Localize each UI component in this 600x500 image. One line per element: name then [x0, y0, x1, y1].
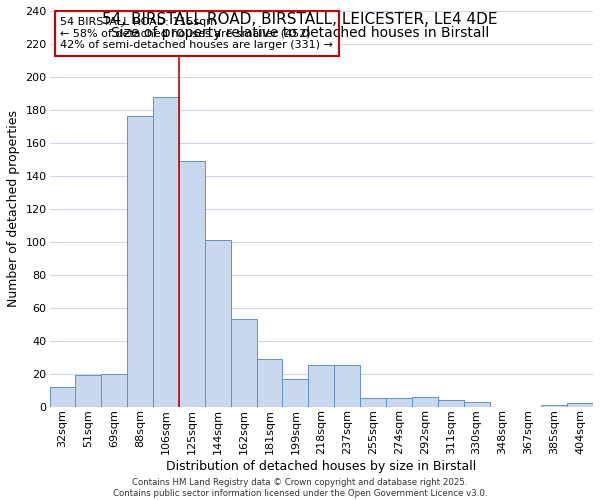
- Text: 54 BIRSTALL ROAD: 115sqm
← 58% of detached houses are smaller (452)
42% of semi-: 54 BIRSTALL ROAD: 115sqm ← 58% of detach…: [61, 17, 333, 50]
- Bar: [567, 404, 593, 406]
- Bar: [308, 366, 334, 406]
- Bar: [76, 376, 101, 406]
- Bar: [231, 319, 257, 406]
- Bar: [153, 96, 179, 406]
- Bar: [438, 400, 464, 406]
- Text: Size of property relative to detached houses in Birstall: Size of property relative to detached ho…: [111, 26, 489, 40]
- Bar: [257, 359, 283, 406]
- Text: Contains HM Land Registry data © Crown copyright and database right 2025.
Contai: Contains HM Land Registry data © Crown c…: [113, 478, 487, 498]
- Bar: [283, 378, 308, 406]
- Bar: [50, 387, 76, 406]
- Y-axis label: Number of detached properties: Number of detached properties: [7, 110, 20, 308]
- Bar: [464, 402, 490, 406]
- X-axis label: Distribution of detached houses by size in Birstall: Distribution of detached houses by size …: [166, 460, 476, 473]
- Bar: [179, 161, 205, 406]
- Bar: [334, 366, 360, 406]
- Bar: [541, 405, 567, 406]
- Text: 54, BIRSTALL ROAD, BIRSTALL, LEICESTER, LE4 4DE: 54, BIRSTALL ROAD, BIRSTALL, LEICESTER, …: [102, 12, 498, 28]
- Bar: [101, 374, 127, 406]
- Bar: [205, 240, 231, 406]
- Bar: [127, 116, 153, 406]
- Bar: [412, 396, 438, 406]
- Bar: [360, 398, 386, 406]
- Bar: [386, 398, 412, 406]
